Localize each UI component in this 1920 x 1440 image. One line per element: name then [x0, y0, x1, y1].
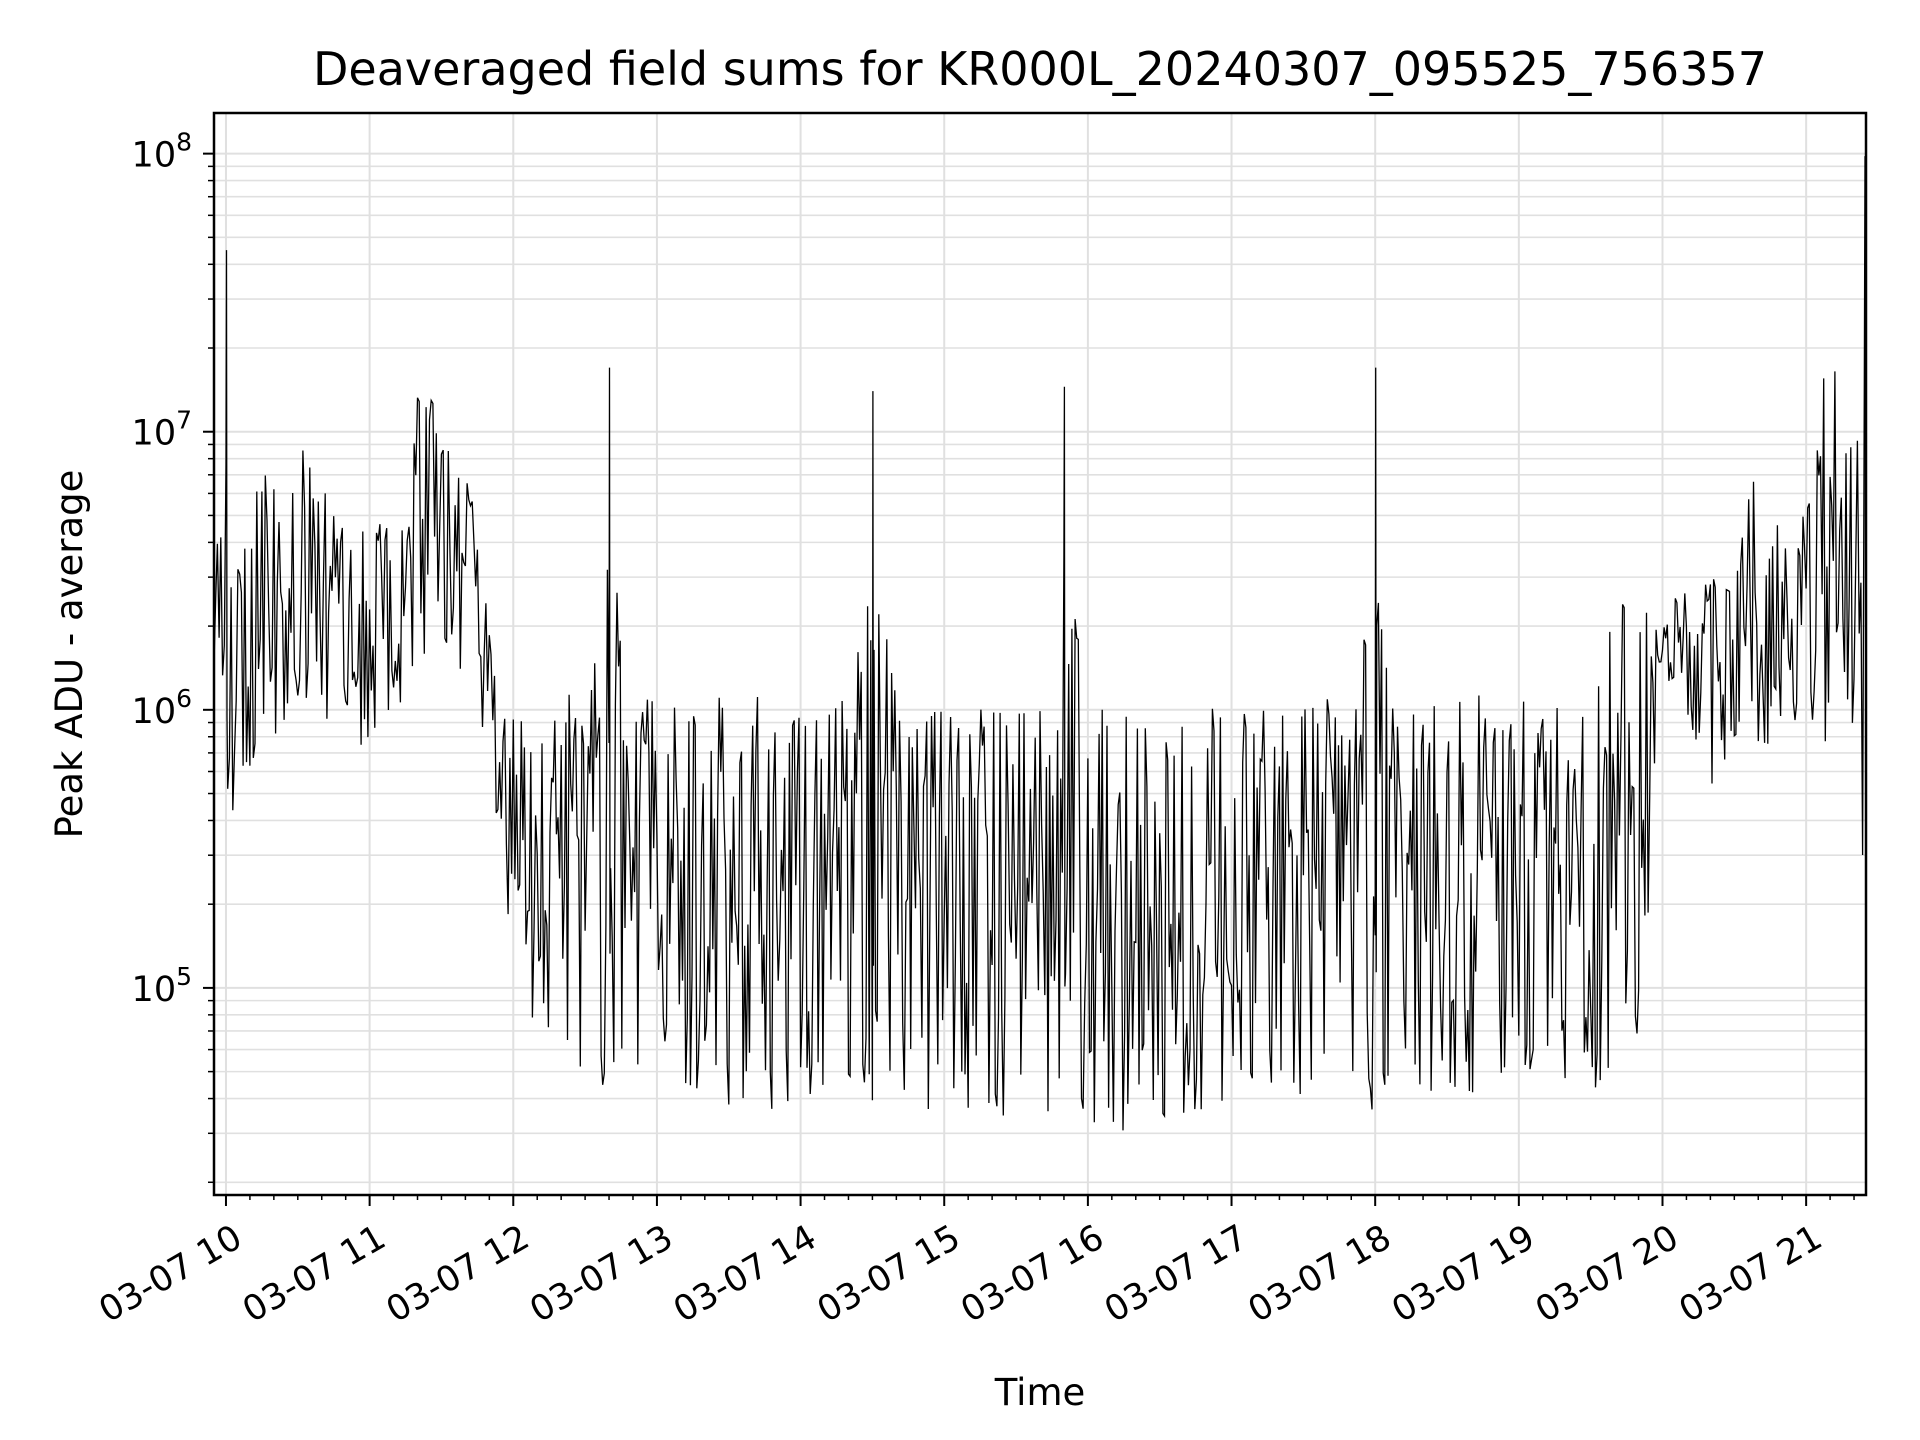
x-tick-label: 03-07 15 [811, 1218, 967, 1331]
x-tick-label: 03-07 19 [1385, 1218, 1541, 1331]
y-tick-label: 107 [132, 406, 192, 454]
grid-lines [214, 113, 1866, 1195]
chart-title: Deaveraged field sums for KR000L_2024030… [313, 42, 1767, 96]
series-trace [213, 156, 1867, 1131]
x-tick-label: 03-07 10 [93, 1218, 249, 1331]
y-tick-label: 106 [132, 684, 192, 732]
y-axis-label: Peak ADU - average [48, 470, 91, 839]
x-tick-label: 03-07 17 [1098, 1218, 1254, 1331]
series-line [213, 156, 1867, 1131]
plot-frame [212, 111, 1868, 1197]
x-axis-label: Time [994, 1371, 1086, 1414]
x-tick-label: 03-07 13 [524, 1218, 680, 1331]
y-tick-label: 108 [132, 128, 192, 176]
x-tick-label: 03-07 16 [954, 1218, 1110, 1331]
y-axis: 105 106 107 108 [132, 128, 214, 1184]
y-tick-label: 105 [132, 962, 192, 1010]
x-tick-label: 03-07 11 [236, 1218, 392, 1331]
x-tick-label: 03-07 12 [380, 1218, 536, 1331]
x-tick-label: 03-07 21 [1673, 1218, 1829, 1331]
x-tick-label: 03-07 14 [667, 1218, 823, 1331]
x-tick-label: 03-07 18 [1242, 1218, 1398, 1331]
x-tick-label: 03-07 20 [1529, 1218, 1685, 1331]
